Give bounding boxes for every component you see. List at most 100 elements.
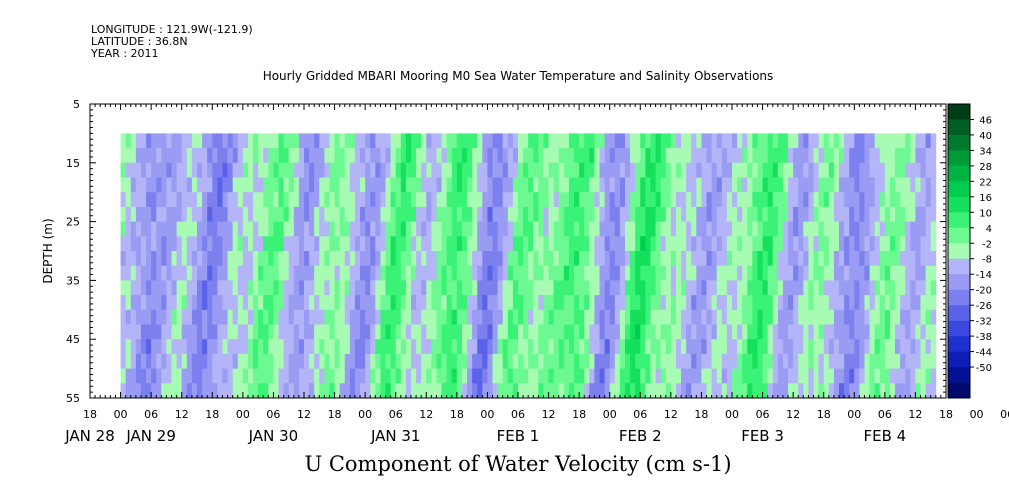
x-date-label: JAN 28 [64,427,115,445]
heatmap-cell [507,192,514,208]
heatmap-cell [304,324,310,340]
heatmap-cell [742,148,748,164]
heatmap-cell [375,368,381,384]
heatmap-cell [813,324,820,340]
heatmap-cell [609,162,616,178]
heatmap-cell [619,133,626,149]
heatmap-cell [416,280,422,296]
heatmap-cell [803,177,809,193]
heatmap-cell [579,206,585,222]
heatmap-cell [278,133,285,149]
heatmap-cell [533,265,539,281]
heatmap-cell [737,236,743,252]
heatmap-cell [732,148,738,164]
heatmap-cell [767,236,774,252]
heatmap-cell [599,368,606,384]
heatmap-cell [304,236,310,252]
heatmap-cell [599,339,606,355]
heatmap-cell [263,324,269,340]
heatmap-cell [864,368,870,384]
heatmap-cell [309,162,315,178]
heatmap-cell [630,177,636,193]
heatmap-cell [823,148,830,164]
heatmap-cell [905,162,911,178]
heatmap-cell [263,265,269,281]
heatmap-cell [197,251,203,267]
heatmap-cell [884,148,891,164]
heatmap-cell [390,324,397,340]
heatmap-cell [212,251,218,267]
heatmap-cell [706,265,713,281]
heatmap-cell [849,295,855,311]
heatmap-cell [864,280,870,296]
heatmap-cell [691,162,697,178]
heatmap-cell [298,339,305,355]
heatmap-cell [426,324,432,340]
heatmap-cell [675,177,682,193]
heatmap-cell [497,192,504,208]
heatmap-cell [278,309,285,325]
heatmap-cell [747,148,753,164]
heatmap-cell [309,309,315,325]
heatmap-cell [716,177,723,193]
heatmap-cell [461,162,468,178]
heatmap-cell [584,221,590,237]
heatmap-cell [874,148,881,164]
heatmap-cell [365,265,371,281]
heatmap-cell [354,324,361,340]
heatmap-cell [370,206,376,222]
heatmap-cell [762,339,769,355]
heatmap-cell [625,309,631,325]
heatmap-cell [543,221,549,237]
heatmap-cell [930,280,937,296]
heatmap-cell [625,339,631,355]
heatmap-cell [446,324,453,340]
heatmap-cell [635,280,641,296]
heatmap-cell [191,148,198,164]
heatmap-cell [645,339,651,355]
heatmap-cell [140,309,147,325]
y-tick-label: 45 [66,333,80,346]
x-hour-tick-label: 18 [817,408,831,421]
heatmap-cell [584,368,590,384]
heatmap-cell [711,383,718,399]
heatmap-cell [859,192,865,208]
heatmap-cell [543,206,549,222]
heatmap-cell [375,309,381,325]
heatmap-cell [579,162,585,178]
heatmap-cell [920,148,927,164]
heatmap-cell [635,353,641,369]
heatmap-cell [263,221,269,237]
heatmap-cell [660,236,667,252]
heatmap-cell [253,265,259,281]
heatmap-cell [660,251,667,267]
heatmap-cell [411,251,417,267]
heatmap-cell [171,236,178,252]
heatmap-cell [212,221,218,237]
heatmap-cell [191,206,198,222]
heatmap-cell [416,309,422,325]
heatmap-cell [905,206,911,222]
heatmap-cell [202,162,208,178]
heatmap-cell [191,133,198,149]
heatmap-cell [879,339,886,355]
heatmap-cell [395,265,402,281]
heatmap-cell [538,265,544,281]
heatmap-cell [360,133,366,149]
heatmap-cell [197,206,203,222]
heatmap-cell [411,339,417,355]
heatmap-cell [151,192,157,208]
heatmap-cell [630,353,636,369]
heatmap-cell [793,324,799,340]
heatmap-cell [839,353,845,369]
heatmap-cell [788,265,794,281]
heatmap-cell [497,324,504,340]
heatmap-cell [288,236,295,252]
heatmap-cell [833,206,840,222]
heatmap-cell [309,383,315,399]
heatmap-cell [879,177,886,193]
heatmap-cell [579,192,585,208]
heatmap-cell [436,265,442,281]
heatmap-cell [451,353,458,369]
heatmap-cell [334,368,341,384]
